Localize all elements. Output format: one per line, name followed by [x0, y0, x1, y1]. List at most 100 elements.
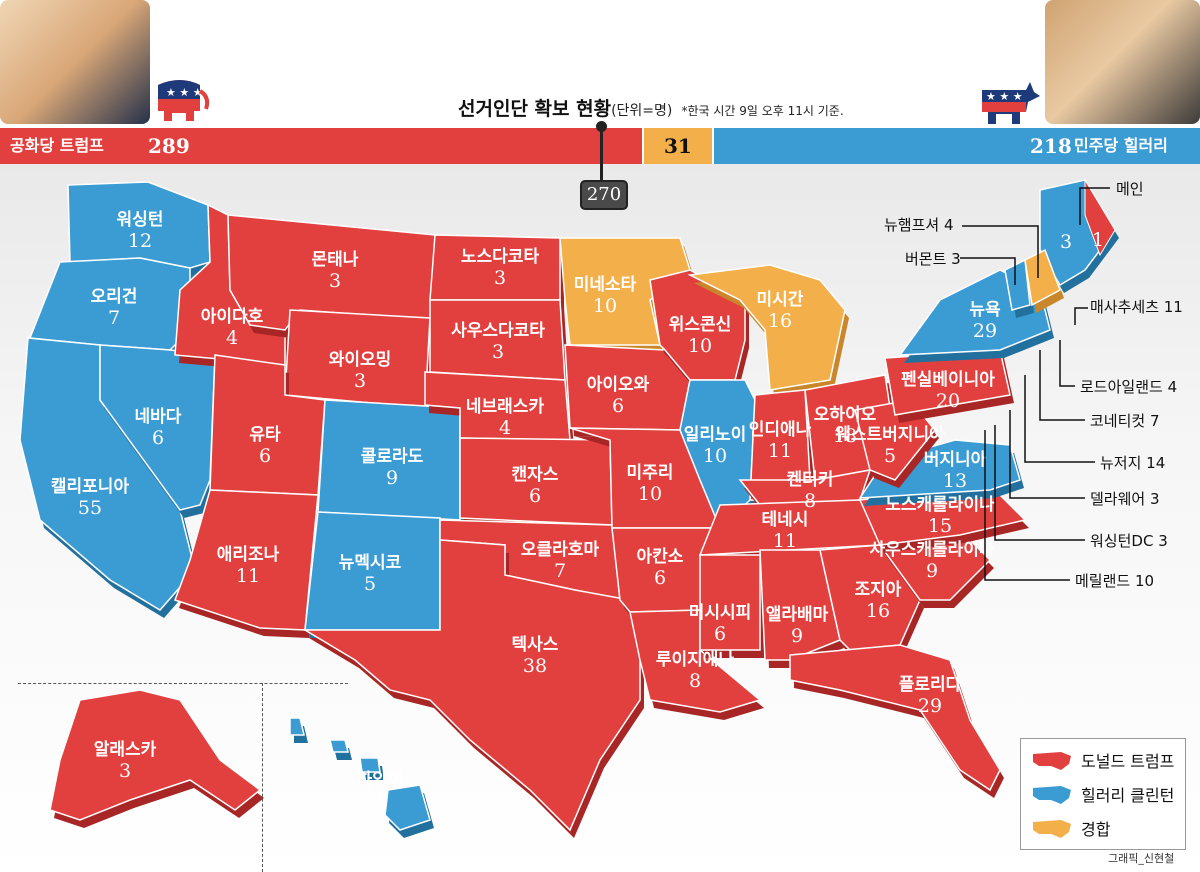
state-region[interactable] — [699, 554, 761, 651]
us-shape-icon — [1033, 752, 1071, 770]
state-name-label: 플로리다 — [899, 675, 962, 695]
legend-item-trump: 도널드 트럼프 — [1031, 743, 1174, 777]
state-region[interactable] — [49, 689, 262, 821]
legend-label: 경합 — [1081, 820, 1111, 839]
maine-split-ev-label: 3 — [1060, 231, 1072, 253]
state-region[interactable] — [329, 739, 349, 753]
state-ev-label: 6 — [654, 567, 666, 589]
state-ev-label: 18 — [833, 425, 857, 447]
threshold-line — [600, 124, 603, 182]
state-ev-label: 29 — [973, 320, 997, 342]
state-region[interactable] — [738, 469, 872, 506]
callout-label: 메릴랜드 10 — [1075, 572, 1155, 590]
callout-label: 버몬트 3 — [905, 250, 961, 268]
callout-leader-line — [1039, 350, 1085, 421]
inset-divider — [18, 683, 348, 684]
chart-title: 선거인단 확보 현황 — [458, 98, 612, 120]
callout-label: 코네티컷 7 — [1090, 412, 1160, 430]
state-name-label: 오리건 — [91, 287, 138, 307]
state-ev-label: 12 — [128, 230, 152, 252]
dem-value: 218 — [1030, 134, 1072, 158]
state-name-label: 네브래스카 — [466, 397, 545, 417]
state-name-label: 하와이 — [357, 770, 404, 790]
header: 선거인단 확보 현황(단위=명) *한국 시간 9일 오후 11시 기준. — [458, 94, 844, 120]
threshold-dot — [596, 121, 607, 132]
legend-label: 힐러리 클린턴 — [1081, 786, 1175, 805]
state-region[interactable] — [1004, 258, 1031, 311]
state-name-label: 애리조나 — [217, 545, 280, 565]
state-ev-label: 9 — [926, 560, 938, 582]
state-name-label: 테네시 — [762, 510, 809, 530]
state-region[interactable] — [759, 549, 841, 661]
ev-bar: 공화당 트럼프 289 31 218 민주당 힐러리 — [0, 128, 1200, 164]
callout-leader-line — [1009, 410, 1085, 499]
state-name-label: 노스캐롤라이나 — [885, 495, 995, 515]
state-region[interactable] — [289, 717, 305, 736]
svg-text:★ ★ ★: ★ ★ ★ — [986, 90, 1023, 103]
callout-label: 매사추세츠 11 — [1090, 298, 1183, 316]
state-ev-label: 8 — [804, 490, 816, 512]
state-region[interactable] — [559, 237, 691, 346]
state-ev-label: 9 — [791, 625, 803, 647]
state-name-label: 조지아 — [855, 580, 902, 600]
state-ev-label: 9 — [386, 467, 398, 489]
state-ev-label: 10 — [638, 483, 662, 505]
credit: 그래픽_신현철 — [1108, 852, 1175, 865]
threshold-value: 270 — [586, 184, 622, 205]
state-ev-label: 7 — [108, 307, 120, 329]
state-ev-label: 6 — [529, 485, 541, 507]
us-shape-icon — [1033, 820, 1071, 838]
state-ev-label: 55 — [78, 497, 102, 519]
callout-label: 뉴햄프셔 4 — [884, 216, 954, 234]
state-ev-label: 11 — [768, 440, 792, 462]
state-name-label: 미시시피 — [689, 603, 752, 623]
dem-bar-segment — [714, 128, 1200, 164]
state-name-label: 일리노이 — [684, 425, 747, 445]
trump-portrait — [0, 0, 150, 124]
state-region[interactable] — [1084, 178, 1116, 257]
state-region[interactable] — [687, 264, 846, 391]
state-name-label: 사우스캐롤라이나 — [869, 540, 994, 560]
state-ev-label: 3 — [329, 270, 341, 292]
state-ev-label: 38 — [523, 655, 547, 677]
state-ev-label: 3 — [119, 760, 131, 782]
threshold-badge: 270 — [580, 180, 628, 210]
state-name-label: 뉴멕시코 — [339, 553, 402, 573]
state-region[interactable] — [384, 784, 431, 831]
callout-leader-line — [962, 225, 1039, 278]
rep-bar-segment — [0, 128, 642, 164]
state-ev-label: 3 — [492, 341, 504, 363]
state-name-label: 오하이오 — [814, 405, 877, 425]
callout-leader-line — [1059, 340, 1075, 387]
state-ev-label: 16 — [866, 600, 890, 622]
tossup-bar-segment — [644, 128, 712, 164]
state-ev-label: 11 — [773, 530, 797, 552]
state-ev-label: 7 — [554, 560, 566, 582]
callout-label: 뉴저지 14 — [1100, 454, 1166, 472]
state-ev-label: 10 — [703, 445, 727, 467]
state-ev-label: 5 — [884, 445, 896, 467]
state-ev-label: 4 — [499, 417, 511, 439]
state-name-label: 아이오와 — [587, 375, 650, 395]
state-region[interactable] — [174, 489, 319, 631]
state-region[interactable] — [789, 644, 1001, 792]
state-region[interactable] — [359, 757, 381, 773]
clinton-portrait — [1045, 0, 1200, 124]
state-ev-label: 3 — [494, 267, 506, 289]
state-ev-label: 10 — [593, 295, 617, 317]
inset-divider-vertical — [262, 683, 263, 872]
state-ev-label: 11 — [236, 565, 260, 587]
state-region[interactable] — [302, 539, 641, 832]
state-name-label: 노스다코타 — [461, 247, 540, 267]
democratic-donkey-icon: ★ ★ ★ — [982, 82, 1040, 124]
dem-label: 민주당 힐러리 — [1074, 136, 1168, 155]
state-ev-label: 20 — [936, 390, 960, 412]
state-name-label: 네바다 — [135, 407, 182, 427]
state-ev-label: 13 — [943, 470, 967, 492]
state-ev-label: 8 — [689, 670, 701, 692]
state-name-label: 위스콘신 — [669, 315, 732, 335]
state-name-label: 워싱턴 — [117, 210, 164, 230]
state-ev-label: 6 — [612, 395, 624, 417]
